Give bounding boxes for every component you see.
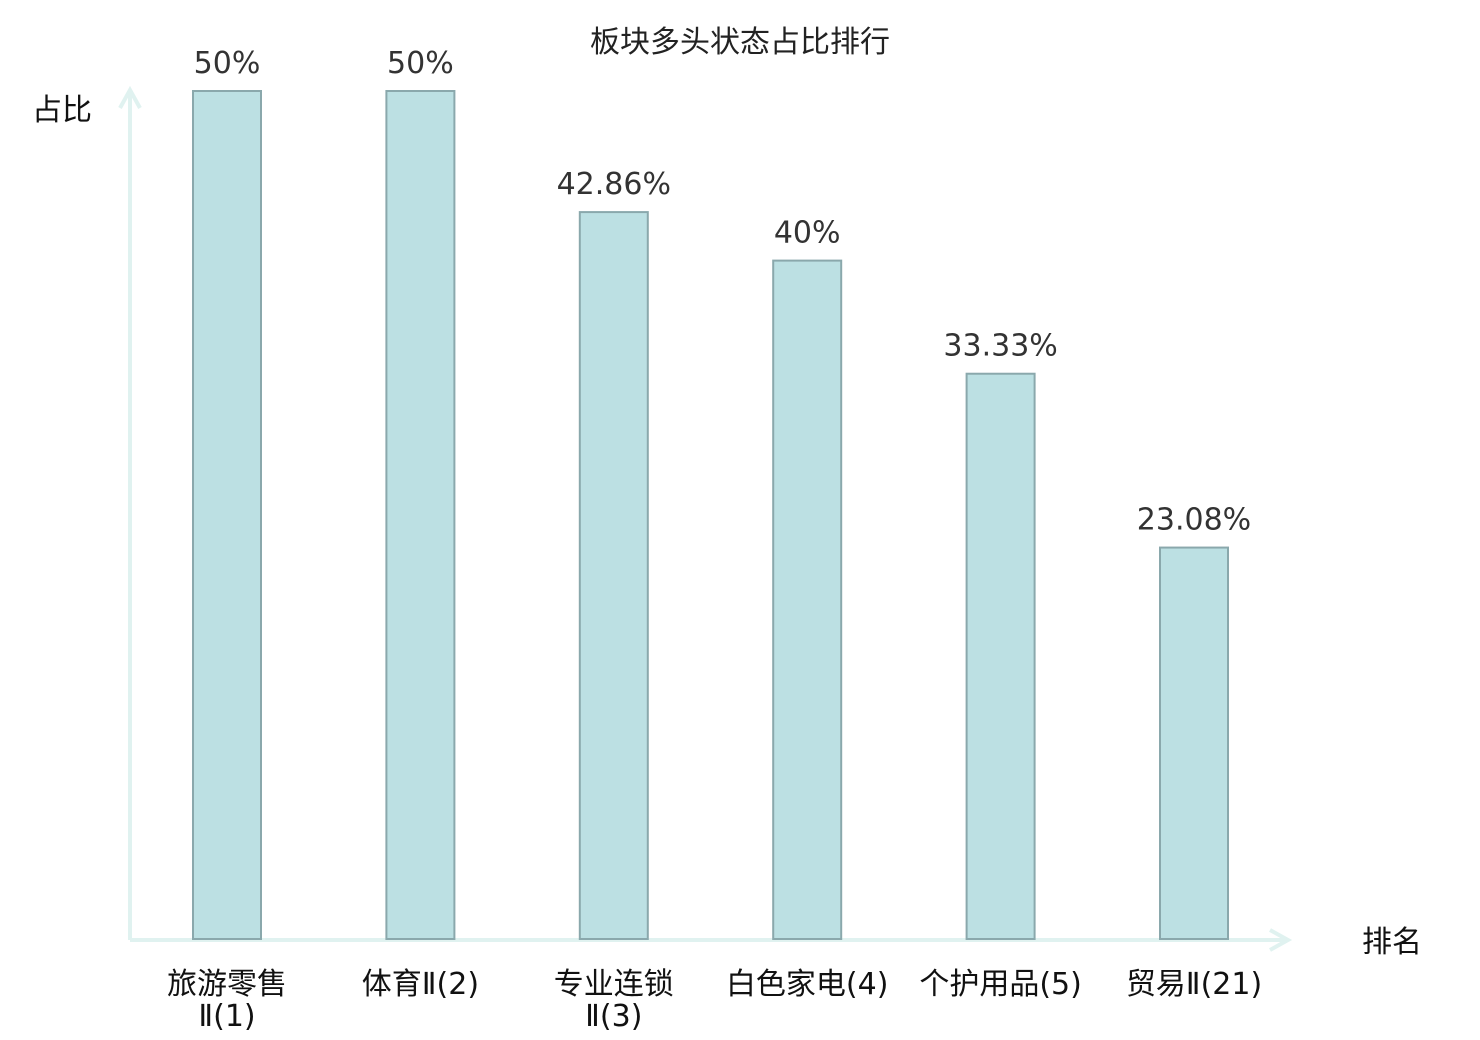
bar xyxy=(772,259,843,941)
y-axis-label: 占比 xyxy=(32,93,92,128)
bar xyxy=(385,90,456,940)
data-label: 50% xyxy=(387,46,454,81)
data-label: 50% xyxy=(194,46,261,81)
bar xyxy=(192,90,262,940)
bar xyxy=(965,372,1036,940)
x-axis-arrow xyxy=(1269,928,1293,952)
value-labels-group: 50% 50% 42.86% 40% 33.33% 23.08% xyxy=(194,46,1252,538)
data-label: 42.86% xyxy=(557,167,671,202)
axes xyxy=(118,85,1293,952)
bar xyxy=(578,211,649,940)
x-tick-label: Ⅱ(1) xyxy=(198,999,255,1034)
x-tick-label: 体育Ⅱ(2) xyxy=(362,967,479,1002)
data-label: 33.33% xyxy=(943,329,1057,364)
chart-title: 板块多头状态占比排行 xyxy=(590,25,890,60)
x-tick-label: Ⅱ(3) xyxy=(585,999,642,1034)
x-tick-label: 个护用品(5) xyxy=(919,967,1082,1002)
data-label: 40% xyxy=(774,216,841,251)
data-label: 23.08% xyxy=(1137,503,1251,538)
y-axis-arrow xyxy=(118,85,142,109)
x-tick-label: 白色家电(4) xyxy=(726,967,889,1002)
x-tick-label: 贸易Ⅱ(21) xyxy=(1126,967,1262,1002)
bars-group xyxy=(192,90,1229,941)
x-tick-label: 专业连锁 xyxy=(554,967,674,1002)
x-tick-label: 旅游零售 xyxy=(167,967,287,1002)
bar xyxy=(1159,546,1229,940)
x-axis-label: 排名 xyxy=(1362,925,1422,960)
